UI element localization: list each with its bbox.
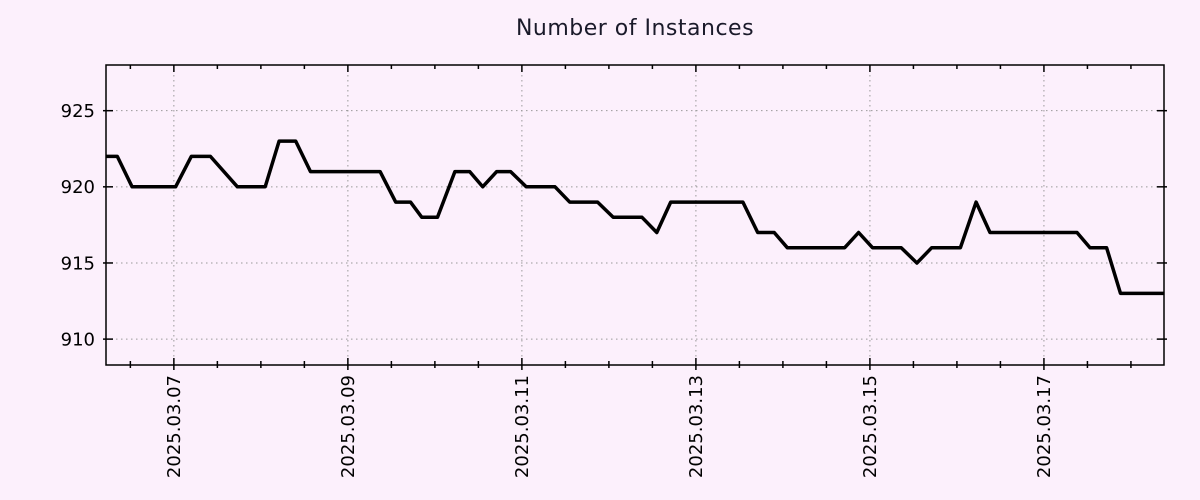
x-tick-label: 2025.03.13 bbox=[686, 375, 707, 478]
x-tick-label: 2025.03.15 bbox=[860, 375, 881, 478]
x-tick-label: 2025.03.07 bbox=[164, 375, 185, 478]
plot-border bbox=[105, 64, 1165, 366]
x-tick-label: 2025.03.17 bbox=[1034, 375, 1055, 478]
x-tick-label: 2025.03.09 bbox=[338, 375, 359, 478]
data-line-instances bbox=[106, 139, 1164, 296]
y-tick-label: 925 bbox=[61, 101, 95, 122]
x-tick-label: 2025.03.11 bbox=[512, 375, 533, 478]
y-tick-label: 920 bbox=[61, 177, 95, 198]
chart-title: Number of Instances bbox=[515, 16, 755, 41]
y-tick-label: 915 bbox=[61, 253, 95, 274]
y-tick-label: 910 bbox=[61, 329, 95, 350]
